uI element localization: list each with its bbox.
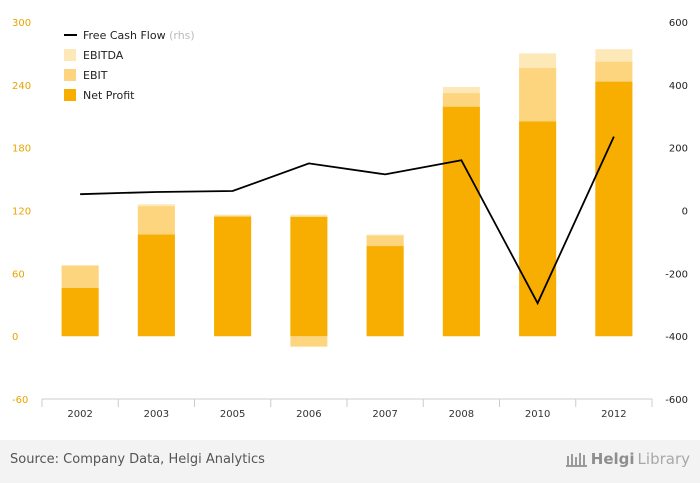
net-profit-bar <box>595 81 633 337</box>
legend-label-ebitda: EBITDA <box>83 49 124 62</box>
net-profit-bar <box>137 234 175 337</box>
x-tick-label: 2005 <box>220 409 245 420</box>
legend: Free Cash Flow (rhs) EBITDA EBIT Net Profit <box>64 29 195 102</box>
ebit-bar <box>290 336 328 347</box>
net-profit-bar <box>214 216 252 337</box>
y-right-tick-label: 0 <box>682 207 688 218</box>
logo-helgi-text: Helgi <box>590 450 635 468</box>
footer: Source: Company Data, Helgi Analytics He… <box>0 440 700 483</box>
y-left-tick-label: 300 <box>12 18 31 29</box>
x-tick-label: 2003 <box>144 409 169 420</box>
y-right-tick-label: 200 <box>669 144 688 155</box>
chart: 2002 2003 2005 2006 2007 2008 2010 2012 300 240 18… <box>12 18 688 420</box>
free-cash-flow-line <box>80 136 615 306</box>
x-tick-label: 2006 <box>296 409 321 420</box>
y-right-tick-label: -400 <box>665 332 688 343</box>
x-tick-label: 2008 <box>449 409 474 420</box>
library-icon <box>565 453 587 467</box>
net-profit-bar <box>519 121 557 337</box>
y-right-tick-label: -200 <box>665 269 688 280</box>
source-text: Source: Company Data, Helgi Analytics <box>10 452 265 467</box>
x-tick-label: 2002 <box>67 409 92 420</box>
axes-layer: 2002 2003 2005 2006 2007 2008 2010 2012 300 240 18… <box>12 18 688 420</box>
y-left-tick-label: 0 <box>12 332 18 343</box>
legend-rhs-tag: (rhs) <box>169 29 195 42</box>
bars-layer <box>61 49 633 347</box>
x-tick-label: 2007 <box>372 409 397 420</box>
y-left-tick-label: 60 <box>12 269 25 280</box>
free-cash-flow-layer <box>80 136 615 306</box>
y-right-tick-label: 400 <box>669 81 688 92</box>
legend-label-net-profit: Net Profit <box>83 89 135 102</box>
net-profit-bar <box>442 106 480 337</box>
legend-swatch-ebit <box>64 69 76 81</box>
net-profit-bar <box>61 287 99 337</box>
y-left-tick-label: 240 <box>12 81 31 92</box>
y-right-tick-label: -600 <box>665 395 688 406</box>
logo-library-text: Library <box>637 450 690 468</box>
y-left-tick-label: -60 <box>12 395 28 406</box>
legend-label-ebit: EBIT <box>83 69 108 82</box>
legend-swatch-ebitda <box>64 49 76 61</box>
y-left-tick-label: 120 <box>12 207 31 218</box>
net-profit-bar <box>290 216 328 337</box>
helgi-library-logo: Helgi Library <box>565 450 690 468</box>
net-profit-bar <box>366 246 404 337</box>
x-tick-label: 2012 <box>601 409 626 420</box>
y-left-tick-label: 180 <box>12 144 31 155</box>
y-right-tick-label: 600 <box>669 18 688 29</box>
x-tick-label: 2010 <box>525 409 550 420</box>
legend-swatch-net-profit <box>64 89 76 101</box>
legend-label-free-cash-flow: Free Cash Flow (rhs) <box>83 29 195 42</box>
